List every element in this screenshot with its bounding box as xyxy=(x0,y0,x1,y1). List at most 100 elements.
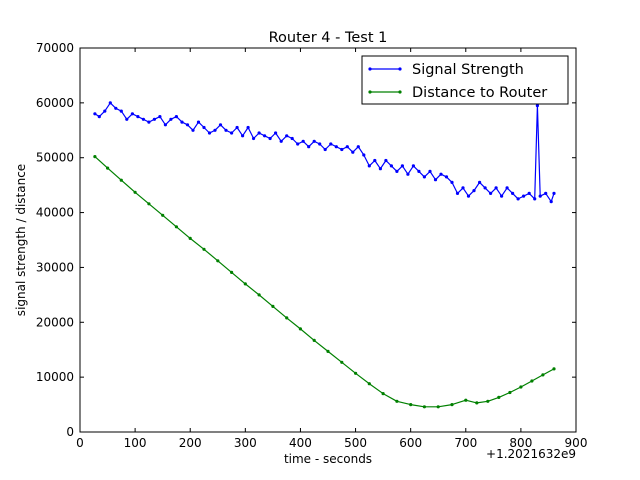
data-point xyxy=(93,155,97,159)
data-point xyxy=(224,128,228,132)
series-distance-to-router xyxy=(93,155,556,409)
data-point xyxy=(500,194,504,198)
data-point xyxy=(290,136,294,141)
legend-box xyxy=(361,55,569,105)
data-point xyxy=(106,166,110,170)
data-point xyxy=(263,134,267,138)
data-point xyxy=(93,112,97,116)
data-point xyxy=(436,405,440,409)
data-point xyxy=(301,139,305,143)
data-point xyxy=(538,194,542,198)
data-point xyxy=(169,117,173,121)
data-point xyxy=(257,131,261,135)
data-point xyxy=(191,128,195,132)
data-point xyxy=(475,401,479,405)
data-point xyxy=(384,158,388,163)
data-point xyxy=(395,399,399,403)
data-point xyxy=(433,178,438,182)
data-point xyxy=(483,186,487,190)
data-point xyxy=(202,125,206,130)
data-point xyxy=(340,360,344,364)
x-tick-label: 0 xyxy=(76,436,84,450)
data-point xyxy=(196,120,201,124)
data-point xyxy=(381,392,385,396)
data-point xyxy=(417,169,421,173)
data-point xyxy=(216,259,220,263)
data-point xyxy=(466,194,471,198)
data-point xyxy=(486,399,490,403)
data-point xyxy=(136,115,140,119)
data-point xyxy=(252,136,256,141)
data-point xyxy=(103,109,107,113)
data-point xyxy=(114,106,118,110)
data-point xyxy=(298,327,302,331)
data-point xyxy=(147,120,151,124)
data-point xyxy=(508,390,512,395)
data-point xyxy=(472,189,476,193)
data-point xyxy=(406,172,410,176)
data-point xyxy=(533,197,537,201)
data-point xyxy=(271,304,275,308)
data-point xyxy=(241,134,245,138)
data-point xyxy=(268,136,272,141)
data-point xyxy=(180,120,184,124)
ticks-layer: 0 100 200 300 400 500 600 700 800 900 0 10000 20000 3… xyxy=(36,41,588,450)
data-point xyxy=(497,395,501,399)
legend-marker xyxy=(368,90,372,94)
data-point xyxy=(522,194,526,198)
data-point xyxy=(549,200,553,204)
data-point xyxy=(323,147,327,152)
x-tick-label: 900 xyxy=(565,436,588,450)
data-point xyxy=(296,142,300,146)
data-point xyxy=(494,186,498,190)
data-point xyxy=(125,117,129,121)
data-point xyxy=(163,123,167,127)
data-point xyxy=(356,145,360,149)
data-point xyxy=(218,123,223,127)
y-axis-title: signal strength / distance xyxy=(14,164,28,316)
data-point xyxy=(527,191,531,195)
legend: Signal Strength Distance to Router xyxy=(361,55,569,105)
data-point xyxy=(428,169,432,173)
data-point xyxy=(279,139,283,143)
y-tick-label: 40000 xyxy=(36,206,74,220)
data-point xyxy=(516,197,520,201)
data-point xyxy=(119,178,123,182)
data-point xyxy=(312,139,316,143)
x-tick-label: 400 xyxy=(289,436,312,450)
chart-title: Router 4 - Test 1 xyxy=(269,30,388,46)
data-point xyxy=(334,145,338,149)
legend-label-signal-strength: Signal Strength xyxy=(412,62,524,78)
data-point xyxy=(152,117,156,121)
y-tick-label: 10000 xyxy=(36,370,74,384)
data-point xyxy=(326,349,330,353)
data-point xyxy=(185,123,190,127)
data-point xyxy=(174,115,178,119)
data-point xyxy=(329,142,333,146)
data-point xyxy=(274,131,278,135)
data-point xyxy=(464,398,468,402)
x-tick-label: 100 xyxy=(124,436,147,450)
data-point xyxy=(307,145,311,149)
data-point xyxy=(450,403,454,407)
data-point xyxy=(373,158,377,163)
y-tick-label: 30000 xyxy=(36,260,74,274)
data-point xyxy=(147,202,151,206)
data-point xyxy=(133,190,137,194)
data-point xyxy=(108,101,112,105)
data-point xyxy=(141,117,145,121)
data-point xyxy=(461,186,465,190)
data-point xyxy=(519,385,523,389)
data-point xyxy=(354,371,358,375)
data-point xyxy=(351,150,355,154)
y-tick-label: 0 xyxy=(66,425,74,439)
x-axis-title: time - seconds xyxy=(284,452,372,466)
data-point xyxy=(439,172,443,176)
data-point xyxy=(312,338,316,342)
data-point xyxy=(389,164,393,168)
data-point xyxy=(230,270,234,274)
plot-area xyxy=(80,48,576,432)
data-point xyxy=(119,109,123,113)
series-line-distance-to-router xyxy=(94,156,555,408)
